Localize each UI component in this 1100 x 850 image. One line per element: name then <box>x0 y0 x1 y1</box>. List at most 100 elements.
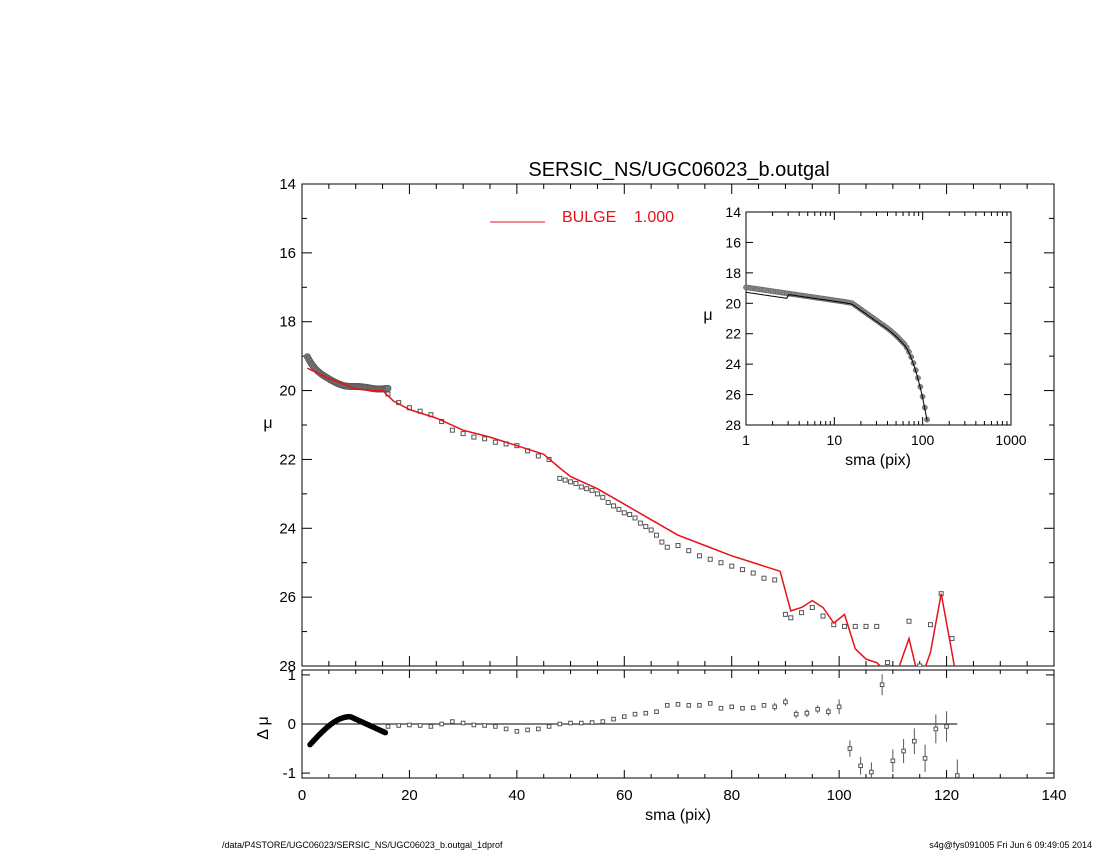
residual-data-point <box>407 722 412 728</box>
residual-data-point <box>514 729 520 734</box>
main-y-tick-label: 22 <box>279 451 296 468</box>
residual-data-point <box>493 724 498 729</box>
residual-y-tick-label: 0 <box>288 716 296 733</box>
residual-y-axis-label: Δ μ <box>255 716 272 739</box>
main-y-tick-label: 16 <box>279 245 296 262</box>
inset-y-tick-label: 24 <box>725 356 741 372</box>
residual-data-point <box>664 703 670 708</box>
main-data-point <box>782 611 788 617</box>
main-y-tick-label: 24 <box>279 520 296 537</box>
main-data-point <box>648 527 654 533</box>
inset-panel: 1 10 100 1000 14 16 18 20 22 24 26 28 μ sma (pix) <box>703 204 1026 469</box>
residual-data-point <box>944 724 949 729</box>
residual-data-point <box>385 724 391 729</box>
main-bulge-model-line <box>307 367 956 666</box>
residual-data-point <box>879 682 885 688</box>
residual-data-point <box>536 726 541 732</box>
residual-data-point <box>503 726 509 732</box>
main-data-group <box>303 353 956 678</box>
residual-data-point <box>697 703 702 708</box>
main-y-axis-label: μ <box>263 415 272 432</box>
residual-data-point <box>460 720 466 726</box>
main-data-point <box>799 610 805 616</box>
inset-y-tick-label: 22 <box>725 326 741 342</box>
main-data-point <box>562 477 568 483</box>
residual-data-point <box>890 758 896 764</box>
residual-data-point <box>471 722 477 728</box>
main-data-point <box>573 481 579 487</box>
main-data-point <box>927 622 933 628</box>
main-data-point <box>820 613 826 619</box>
main-data-point <box>852 623 858 629</box>
main-data-point <box>696 553 702 559</box>
residual-x-tick-label: 80 <box>723 787 740 804</box>
inset-x-tick-label: 100 <box>911 432 935 448</box>
main-data-point <box>460 431 466 437</box>
residual-data-point <box>772 704 777 710</box>
main-data-point <box>675 543 681 548</box>
main-data-point <box>896 674 900 678</box>
residual-data-point <box>740 705 745 711</box>
main-data-point <box>471 434 477 440</box>
residual-data-point <box>686 703 692 708</box>
main-data-point <box>809 604 815 610</box>
main-data-point <box>906 618 912 624</box>
legend: BULGE 1.000 <box>490 209 674 226</box>
inset-y-tick-label: 18 <box>725 265 741 281</box>
main-data-point <box>739 567 745 573</box>
inset-y-tick-label: 14 <box>725 204 741 220</box>
residual-data-point <box>933 726 939 732</box>
main-data-point <box>637 520 643 526</box>
residual-data-point <box>621 714 627 719</box>
residual-data-point <box>568 720 573 726</box>
residual-data-point <box>858 763 863 769</box>
main-y-tick-label: 20 <box>279 383 296 400</box>
inset-y-tick-label: 20 <box>725 295 741 311</box>
inset-x-tick-label: 10 <box>827 432 843 448</box>
chart-title: SERSIC_NS/UGC06023_b.outgal <box>528 159 829 181</box>
residual-inner-data-point <box>382 729 389 736</box>
residual-data-point <box>707 701 713 706</box>
main-y-tick-label: 18 <box>279 314 296 331</box>
main-data-point <box>842 623 848 629</box>
main-data-point <box>594 491 600 497</box>
residual-data-point <box>396 723 401 728</box>
main-data-point <box>535 453 541 459</box>
residual-data-point <box>869 769 874 775</box>
residual-data-point <box>428 724 434 729</box>
residual-data-point <box>793 711 799 717</box>
main-data-point <box>761 575 767 581</box>
legend-label: BULGE <box>562 209 616 226</box>
main-data-point <box>584 486 590 492</box>
residual-data-point <box>482 723 487 728</box>
main-data-point <box>482 436 488 442</box>
main-data-point <box>772 577 778 583</box>
main-data-point <box>664 544 670 550</box>
main-data-point <box>750 570 756 576</box>
inset-y-tick-label: 26 <box>725 387 741 403</box>
main-inner-data-point <box>384 384 392 392</box>
inset-model-line <box>745 291 928 421</box>
main-data-point <box>568 479 574 485</box>
main-data-point <box>557 475 563 481</box>
main-data-point <box>874 623 880 629</box>
residual-data-point <box>450 719 455 724</box>
residual-x-tick-label: 40 <box>509 787 526 804</box>
main-data-point <box>616 506 622 512</box>
residual-data-point <box>611 716 616 722</box>
residual-x-tick-label: 0 <box>298 787 306 804</box>
residual-data-point <box>826 709 831 715</box>
main-y-tick-label: 26 <box>279 589 296 606</box>
residual-data-point <box>589 720 595 725</box>
main-data-point <box>578 484 584 490</box>
x-axis-label: sma (pix) <box>645 807 711 824</box>
main-data-point <box>654 532 660 538</box>
residual-x-tick-label: 140 <box>1041 787 1066 804</box>
main-data-point <box>707 556 713 562</box>
inset-x-axis-label: sma (pix) <box>845 452 911 469</box>
residual-data-point <box>783 699 788 705</box>
residual-data-point <box>675 702 681 707</box>
main-data-point <box>884 660 890 666</box>
residual-x-tick-label: 60 <box>616 787 633 804</box>
